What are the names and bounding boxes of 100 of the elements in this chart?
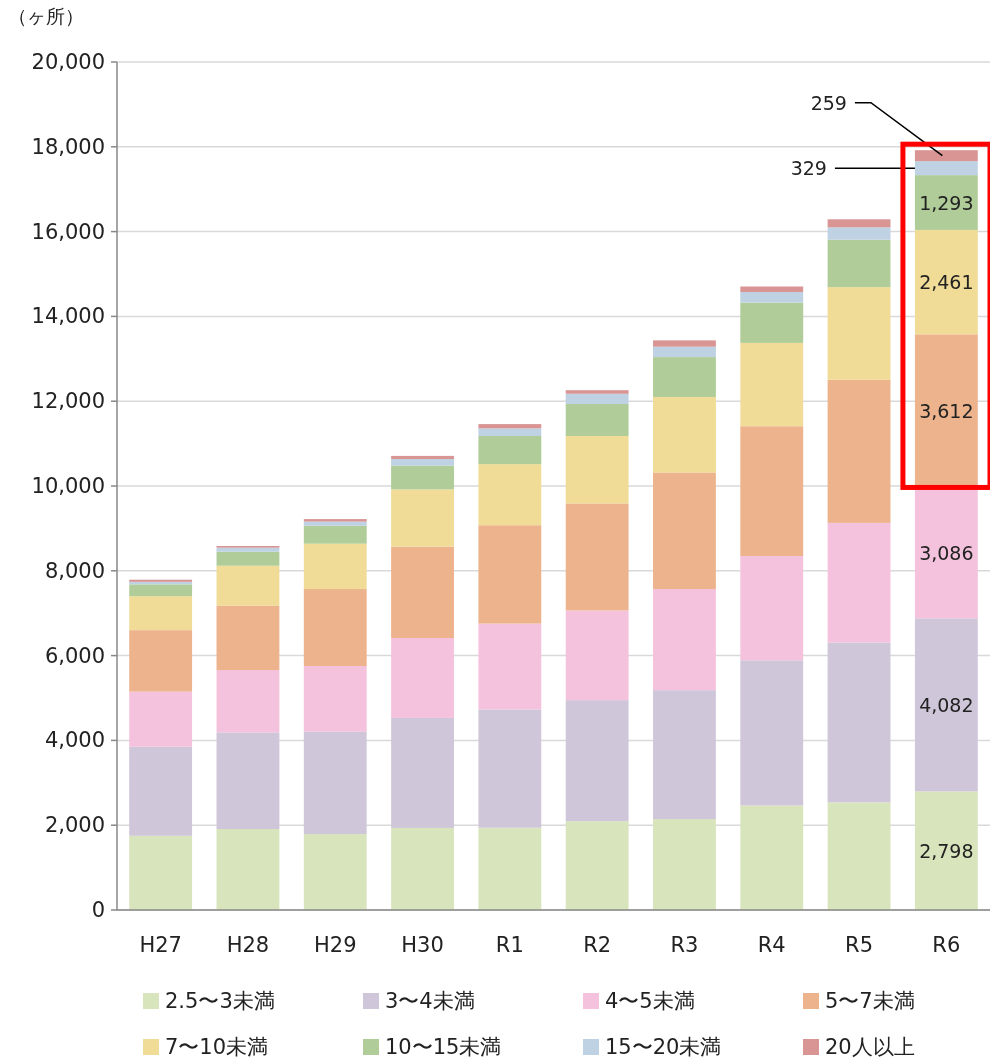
data-label: 2,798 xyxy=(919,839,974,862)
x-tick-label: R5 xyxy=(845,933,874,957)
bar xyxy=(303,519,367,522)
legend-label: 2.5〜3未満 xyxy=(165,989,275,1013)
bar xyxy=(478,464,542,526)
bar xyxy=(740,286,804,293)
bar xyxy=(216,551,280,566)
legend-label: 10〜15未満 xyxy=(385,1035,502,1059)
y-tick-label: 2,000 xyxy=(44,813,105,838)
bar xyxy=(914,791,978,910)
bar xyxy=(129,746,193,836)
legend-label: 4〜5未満 xyxy=(605,989,695,1013)
bar xyxy=(653,589,716,691)
data-label: 2,461 xyxy=(919,271,974,294)
bar xyxy=(740,342,804,427)
x-tick-label: R1 xyxy=(495,933,524,957)
bar xyxy=(565,403,629,436)
legend-label: 3〜4未満 xyxy=(385,989,475,1013)
bar xyxy=(478,424,542,429)
bar xyxy=(216,829,280,910)
y-tick-label: 18,000 xyxy=(31,134,105,159)
x-tick-label: H30 xyxy=(401,933,444,957)
bar xyxy=(303,525,367,544)
bar xyxy=(478,428,542,436)
bar xyxy=(303,731,367,835)
bar xyxy=(653,346,716,358)
bar xyxy=(391,455,454,460)
y-tick-label: 12,000 xyxy=(31,389,105,414)
legend-label: 15〜20未満 xyxy=(605,1035,722,1059)
bar xyxy=(914,175,978,230)
bar xyxy=(391,489,454,547)
y-tick-label: 14,000 xyxy=(31,304,105,329)
x-tick-label: H29 xyxy=(313,933,357,957)
x-tick-label: R6 xyxy=(932,933,961,957)
bar xyxy=(827,642,891,803)
bar xyxy=(827,802,891,910)
x-tick-label: H27 xyxy=(139,933,182,957)
bar xyxy=(478,435,542,465)
data-label: 4,082 xyxy=(919,693,974,716)
bar xyxy=(391,465,454,490)
bar xyxy=(827,239,891,288)
data-label: 3,612 xyxy=(919,399,974,422)
bar xyxy=(391,827,454,910)
bar xyxy=(478,709,542,828)
bar xyxy=(565,390,629,394)
bar xyxy=(827,227,891,240)
bar xyxy=(129,596,193,631)
y-tick-label: 10,000 xyxy=(31,474,105,498)
x-tick-label: R2 xyxy=(583,933,612,957)
bar xyxy=(129,584,193,597)
bar xyxy=(914,161,978,176)
bar xyxy=(565,435,629,504)
y-tick-label: 20,000 xyxy=(31,50,105,74)
legend-label: 20人以上 xyxy=(825,1035,915,1059)
y-tick-label: 6,000 xyxy=(44,643,105,668)
data-label: 259 xyxy=(810,91,847,114)
bar xyxy=(653,819,716,910)
bar xyxy=(391,717,454,828)
bar xyxy=(303,589,367,666)
bar xyxy=(216,670,280,733)
legend-label: 7〜10未満 xyxy=(165,1035,269,1059)
data-label: 329 xyxy=(790,157,827,180)
x-tick-label: R4 xyxy=(757,933,786,957)
bar xyxy=(565,393,629,404)
bar xyxy=(914,618,978,792)
bar xyxy=(565,700,629,822)
bar xyxy=(565,610,629,701)
bar xyxy=(653,690,716,820)
data-label: 1,293 xyxy=(919,191,974,214)
y-tick-label: 0 xyxy=(91,898,105,922)
y-tick-label: 4,000 xyxy=(44,728,105,753)
bar xyxy=(914,334,978,488)
x-tick-label: R3 xyxy=(670,933,699,957)
bar xyxy=(653,340,716,347)
bar xyxy=(827,287,891,380)
bar xyxy=(914,229,978,335)
bar xyxy=(478,525,542,624)
bar xyxy=(740,805,804,910)
bar xyxy=(129,835,193,910)
bar xyxy=(303,665,367,732)
bar xyxy=(216,732,280,830)
bar xyxy=(740,555,804,661)
legend-label: 5〜7未満 xyxy=(825,989,915,1013)
bar xyxy=(740,302,804,343)
bar xyxy=(216,547,280,552)
y-axis-title: （ヶ所） xyxy=(8,5,84,27)
bar xyxy=(216,605,280,671)
bar xyxy=(303,521,367,526)
bar xyxy=(740,292,804,303)
bar xyxy=(827,522,891,643)
bar xyxy=(303,543,367,590)
bar xyxy=(827,219,891,228)
bar xyxy=(129,691,193,747)
bar xyxy=(478,623,542,710)
bar xyxy=(914,150,978,162)
bar xyxy=(216,565,280,606)
bar xyxy=(391,546,454,638)
bar xyxy=(653,396,716,473)
x-tick-label: H28 xyxy=(226,933,270,957)
bar xyxy=(391,638,454,718)
